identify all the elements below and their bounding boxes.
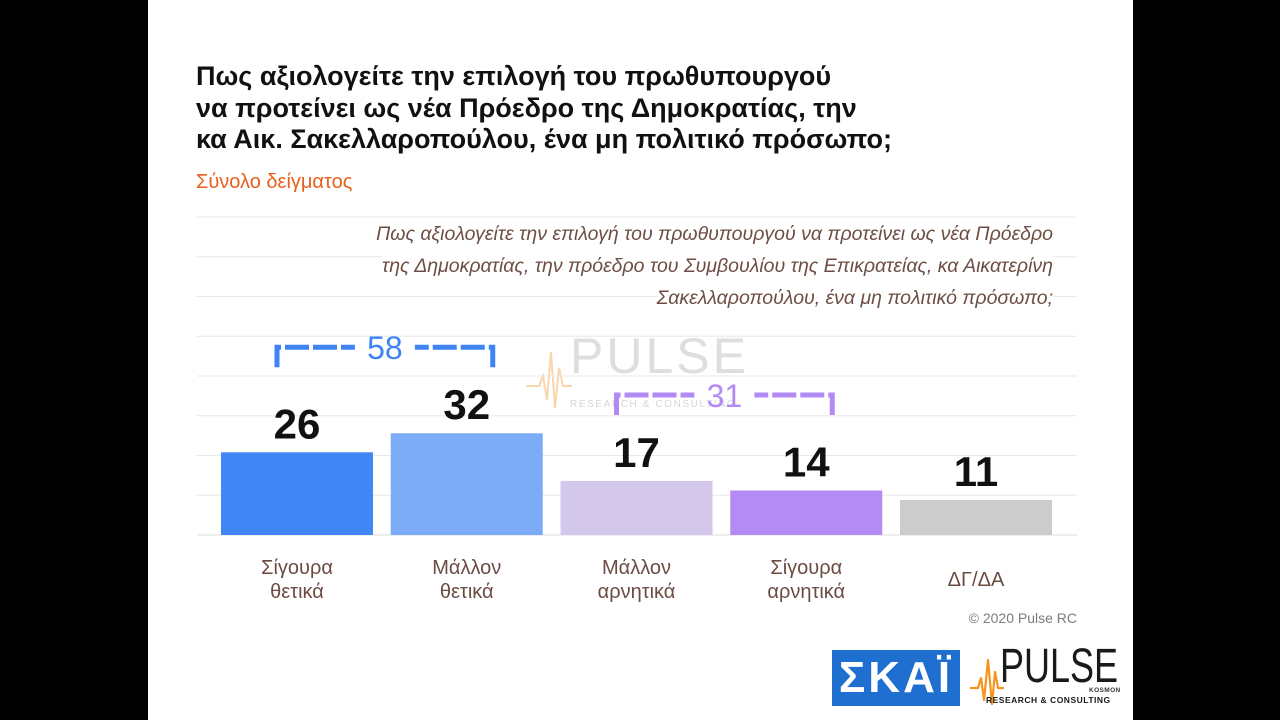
bar-3: [560, 480, 713, 535]
data-label-1: 26: [274, 400, 321, 447]
pulse-logo-badge: KOSMON: [1089, 687, 1121, 694]
slide: PULSE RESEARCH & CONSULTING 26 32 17 14 11 58…: [148, 0, 1133, 720]
watermark-brand: PULSE: [570, 328, 749, 384]
total-bracket-2: [614, 392, 835, 415]
skai-logo: ΣΚΑΪ: [832, 650, 960, 706]
bracket-left-arm: [274, 344, 355, 368]
bar-5: [900, 500, 1052, 535]
question-note: Πως αξιολογείτε την επιλογή του πρωθυπου…: [196, 218, 1053, 314]
bracket-right-arm: [414, 344, 496, 368]
bracket-left-arm: [614, 392, 695, 415]
bars: [221, 433, 1052, 535]
pulse-logo-tagline: RESEARCH & CONSULTING: [986, 695, 1111, 705]
pulse-logo-brand: PULSE: [1000, 640, 1119, 693]
pulse-logo: PULSE KOSMON RESEARCH & CONSULTING: [970, 643, 1121, 708]
total-bracket-1: [274, 344, 496, 368]
bar-1: [221, 452, 373, 535]
bracket-right-arm: [754, 392, 835, 415]
total-label-1: 58: [367, 330, 403, 366]
category-label-5: ΔΓ/ΔΑ: [947, 569, 1005, 591]
data-label-2: 32: [443, 381, 490, 428]
watermark-tagline: RESEARCH & CONSULTING: [570, 399, 737, 410]
copyright-text: © 2020 Pulse RC: [968, 610, 1077, 626]
bar-4: [730, 490, 883, 535]
data-label-5: 11: [954, 448, 998, 495]
skai-logo-text: ΣΚΑΪ: [838, 653, 954, 702]
category-label-1: Σίγουρα θετικά: [261, 557, 333, 603]
total-label-2: 31: [707, 378, 743, 414]
pulse-waveform-icon: [970, 658, 1004, 706]
category-label-2: Μάλλον θετικά: [432, 557, 502, 603]
bar-2: [390, 433, 543, 535]
bar-chart: 26 32 17 14 11 58 31: [197, 216, 1077, 536]
question-note-text: Πως αξιολογείτε την επιλογή του πρωθυπου…: [376, 218, 1053, 314]
data-label-4: 14: [783, 438, 830, 485]
chart-title: Πως αξιολογείτε την επιλογή του πρωθυπου…: [196, 61, 893, 154]
pulse-waveform-icon: [526, 351, 572, 409]
category-label-4: Σίγουρα αρνητικά: [767, 557, 846, 603]
data-label-3: 17: [613, 429, 660, 476]
chart-subtitle: Σύνολο δείγματος: [196, 171, 353, 193]
pulse-watermark: PULSE RESEARCH & CONSULTING: [524, 330, 764, 420]
data-labels: 26 32 17 14 11: [274, 381, 999, 495]
category-label-3: Μάλλον αρνητικά: [597, 557, 676, 603]
